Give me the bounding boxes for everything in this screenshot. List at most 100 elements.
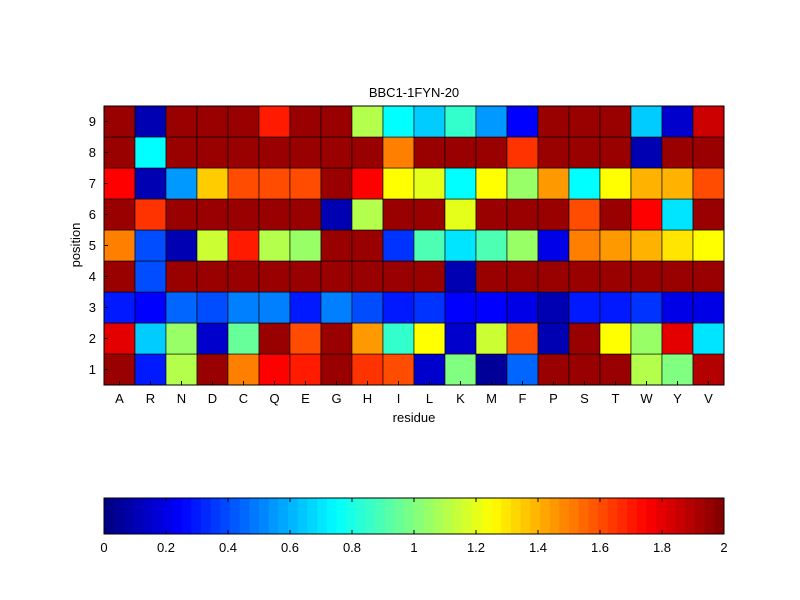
heatmap-cell (258, 291, 291, 324)
heatmap-cell (413, 322, 446, 355)
heatmap-cell (568, 229, 601, 262)
colorbar-tick-label: 0.8 (343, 540, 361, 555)
colorbar-swatch (627, 498, 638, 534)
colorbar-swatch (249, 498, 260, 534)
heatmap-cell (103, 353, 136, 386)
y-tick-label: 6 (89, 207, 96, 222)
heatmap-cell (599, 291, 632, 324)
heatmap-cell (630, 353, 663, 386)
heatmap-cell (537, 353, 570, 386)
heatmap-cell (227, 136, 260, 169)
colorbar-swatch (598, 498, 609, 534)
heatmap-cell (103, 105, 136, 138)
heatmap-cell (382, 167, 415, 200)
heatmap-cell (320, 198, 353, 231)
heatmap-cell (692, 136, 725, 169)
y-axis-label: position (68, 223, 83, 268)
heatmap-cell (630, 136, 663, 169)
heatmap-cell (475, 167, 508, 200)
colorbar-swatch (307, 498, 318, 534)
colorbar-swatch (443, 498, 454, 534)
heatmap-cell (506, 291, 539, 324)
heatmap-cell (506, 167, 539, 200)
x-tick-label: E (301, 391, 310, 406)
colorbar-swatch (462, 498, 473, 534)
colorbar-tick-label: 1.2 (467, 540, 485, 555)
heatmap-cell (103, 291, 136, 324)
heatmap-cell (444, 198, 477, 231)
y-tick-labels: 1 2 3 4 5 6 7 8 9 (89, 114, 108, 377)
colorbar-swatch (297, 498, 308, 534)
x-tick-label: Y (673, 391, 682, 406)
heatmap-cell (320, 105, 353, 138)
chart-title: BBC1-1FYN-20 (369, 85, 459, 100)
heatmap-cell (165, 322, 198, 355)
heatmap-cell (661, 136, 694, 169)
y-tick-label: 2 (89, 331, 96, 346)
y-tick-label: 9 (89, 114, 96, 129)
heatmap-cell (568, 291, 601, 324)
colorbar-swatch (549, 498, 560, 534)
colorbar-swatch (355, 498, 367, 534)
y-tick-label: 7 (89, 176, 96, 191)
colorbar-swatch (142, 498, 153, 534)
colorbar-swatch (365, 498, 376, 534)
heatmap-cell (103, 167, 136, 200)
heatmap-cell (630, 229, 663, 262)
heatmap-cell (568, 105, 601, 138)
colorbar-swatch (714, 498, 725, 534)
heatmap-cell (382, 260, 415, 293)
colorbar-swatch (181, 498, 192, 534)
heatmap-cell (103, 136, 136, 169)
heatmap-cell (289, 260, 322, 293)
colorbar-swatch (685, 498, 696, 534)
heatmap-cell (196, 291, 229, 324)
heatmap-cell (444, 260, 477, 293)
heatmap-cell (413, 353, 446, 386)
heatmap-cell (165, 167, 198, 200)
colorbar-swatch (704, 498, 715, 534)
colorbar-swatch (220, 498, 231, 534)
heatmap-cell (103, 322, 136, 355)
heatmap-cell (227, 229, 260, 262)
x-tick-label: R (146, 391, 155, 406)
heatmap-cell (320, 167, 353, 200)
heatmap-cell (630, 260, 663, 293)
colorbar-tick-labels: 0 0.2 0.4 0.6 0.8 1 1.2 1.4 1.6 1.8 2 (100, 498, 728, 555)
heatmap-cell (413, 229, 446, 262)
colorbar-swatch (636, 498, 647, 534)
heatmap-cell (320, 229, 353, 262)
colorbar-swatch (578, 498, 589, 534)
heatmap-cell (134, 353, 167, 386)
heatmap-cell (320, 353, 353, 386)
heatmap-cell (599, 229, 632, 262)
heatmap-cell (630, 167, 663, 200)
heatmap-cell (351, 136, 384, 169)
heatmap-cell (444, 229, 477, 262)
heatmap-cell (382, 136, 415, 169)
heatmap-cell (196, 136, 229, 169)
x-tick-label: F (519, 391, 527, 406)
heatmap-cell (599, 167, 632, 200)
colorbar-swatch (123, 498, 134, 534)
heatmap-cell (630, 105, 663, 138)
colorbar-swatch (501, 498, 512, 534)
colorbar-swatch (162, 498, 173, 534)
heatmap-cell (444, 167, 477, 200)
heatmap-cell (351, 229, 384, 262)
colorbar-swatch (646, 498, 657, 534)
heatmap-cell (475, 353, 508, 386)
colorbar-swatch (210, 498, 221, 534)
heatmap-cell (289, 291, 322, 324)
colorbar-swatch (694, 498, 706, 534)
heatmap-cell (630, 198, 663, 231)
colorbar-swatch (559, 498, 570, 534)
heatmap-cell (537, 167, 570, 200)
heatmap-cell (196, 105, 229, 138)
heatmap-cell (537, 322, 570, 355)
heatmap-cell (692, 198, 725, 231)
colorbar-swatch (133, 498, 144, 534)
heatmap-cell (444, 291, 477, 324)
heatmap-cell (537, 229, 570, 262)
